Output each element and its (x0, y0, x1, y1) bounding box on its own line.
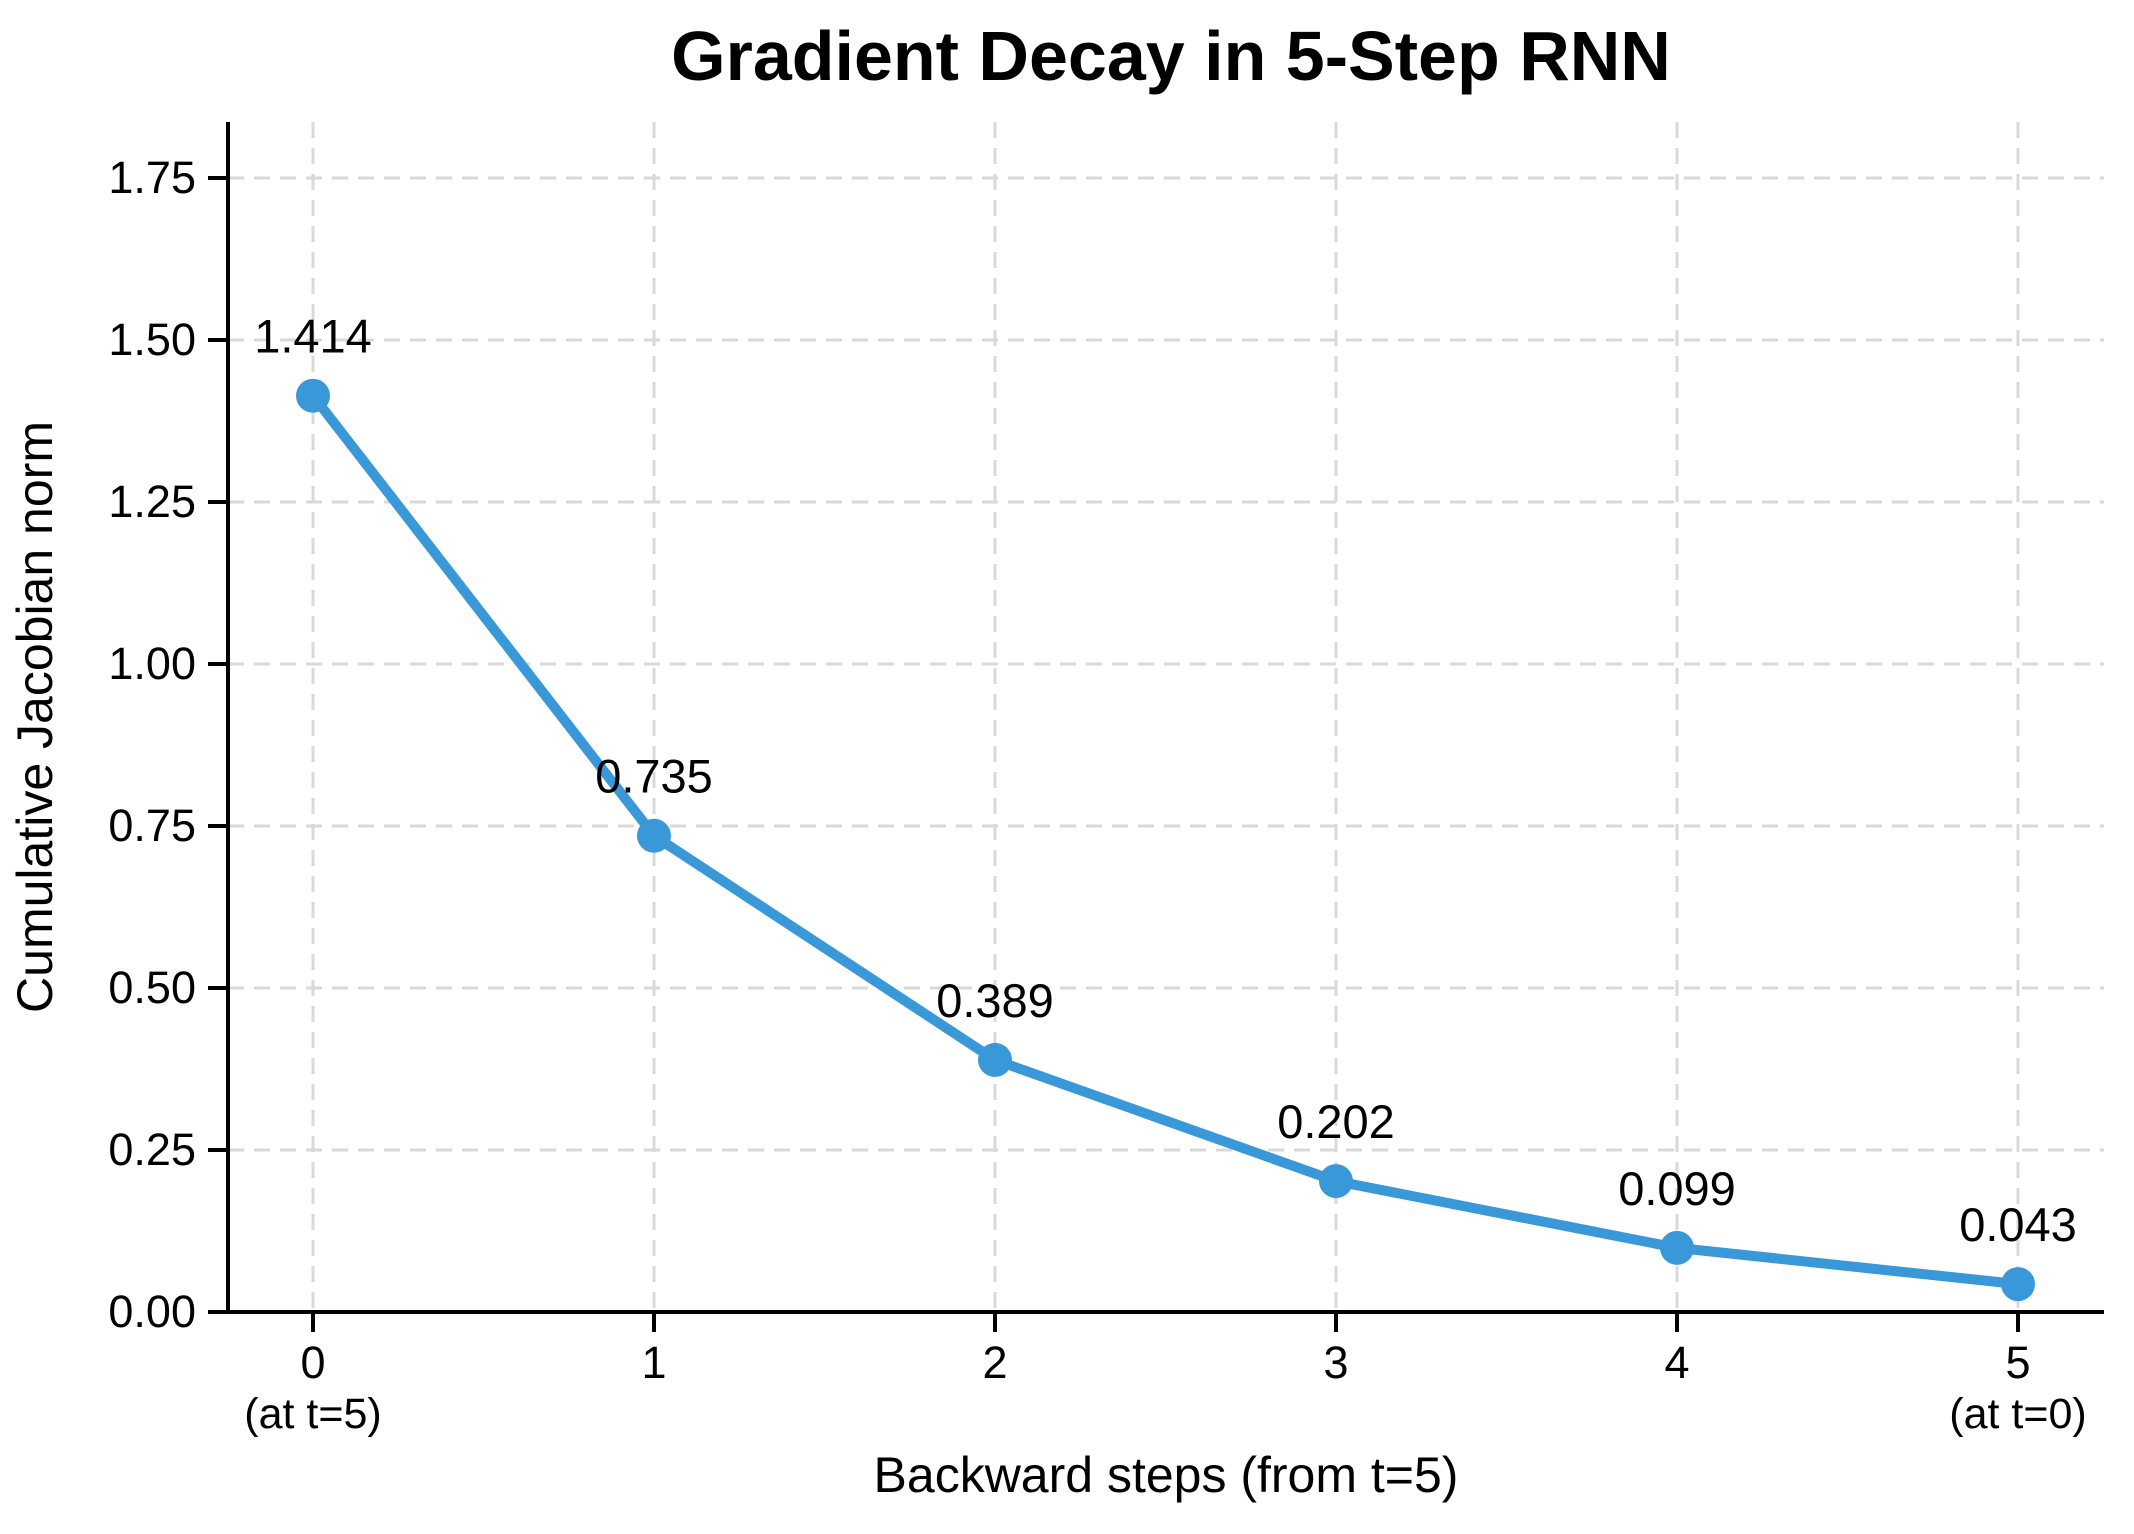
data-point-marker (1660, 1230, 1694, 1265)
grid-layer (228, 122, 2104, 1312)
data-point-marker (1319, 1164, 1353, 1199)
y-tick-label: 0.00 (108, 1286, 196, 1337)
series-line (308, 390, 2023, 1290)
x-tick-sublabel: (at t=0) (1949, 1390, 2086, 1438)
data-point-label: 0.043 (1959, 1198, 2077, 1251)
data-point-label: 1.414 (254, 310, 372, 363)
x-tick-label: 5 (2005, 1337, 2030, 1388)
data-point-marker (296, 378, 330, 413)
series-layer (296, 378, 2035, 1302)
x-tick-label: 0 (300, 1337, 325, 1388)
x-axis-label: Backward steps (from t=5) (874, 1447, 1459, 1503)
y-tick-label: 0.50 (108, 962, 196, 1013)
data-point-label: 0.735 (595, 750, 713, 803)
data-point-label: 0.099 (1618, 1162, 1736, 1215)
y-tick-label: 0.25 (108, 1124, 196, 1175)
data-point-marker (978, 1042, 1012, 1077)
x-tick-label: 4 (1664, 1337, 1689, 1388)
x-tick-label: 3 (1323, 1337, 1348, 1388)
y-tick-label: 1.00 (108, 638, 196, 689)
y-tick-label: 1.75 (108, 152, 196, 203)
y-tick-label: 0.75 (108, 800, 196, 851)
x-tick-label: 2 (982, 1337, 1007, 1388)
chart-title: Gradient Decay in 5-Step RNN (671, 17, 1671, 95)
y-tick-label: 1.50 (108, 314, 196, 365)
data-point-marker (637, 818, 671, 853)
axis-layer: 0.00 0.25 0.50 0.75 1.00 1.25 1.50 1.75 0(at t=5… (108, 122, 2104, 1438)
point-label-layer: 1.414 0.735 0.389 0.202 0.099 0.043 (254, 310, 2077, 1251)
data-point-marker (2001, 1267, 2035, 1302)
y-axis-label: Cumulative Jacobian norm (7, 421, 63, 1013)
data-point-label: 0.202 (1277, 1095, 1395, 1148)
x-tick-sublabel: (at t=5) (244, 1390, 381, 1438)
data-point-label: 0.389 (936, 974, 1054, 1027)
y-tick-label: 1.25 (108, 476, 196, 527)
x-tick-label: 1 (641, 1337, 666, 1388)
